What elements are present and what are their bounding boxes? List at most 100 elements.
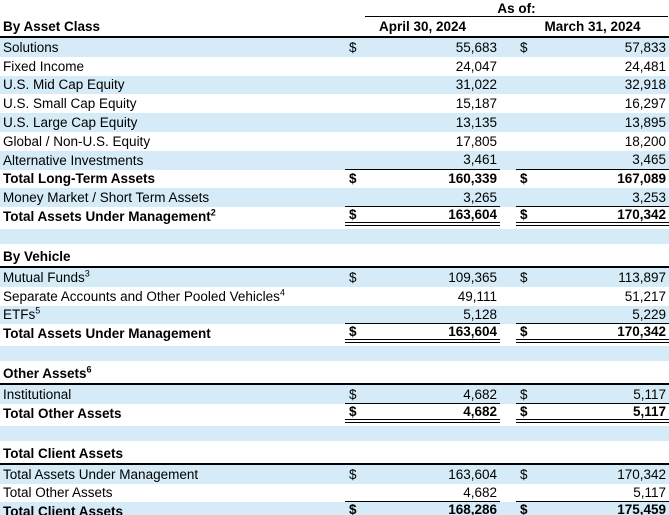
row-label-text: Fixed Income xyxy=(3,58,85,74)
value-amount: 15,187 xyxy=(455,96,497,112)
column-gap xyxy=(500,484,516,503)
currency-symbol: $ xyxy=(349,502,357,515)
section-title-by-asset-class: By Asset Class xyxy=(3,19,101,34)
currency-symbol: $ xyxy=(349,269,357,285)
table-row: Total Assets Under Management $163,604 $17… xyxy=(0,324,669,344)
value-amount: 4,682 xyxy=(463,403,497,419)
footnote-marker: 2 xyxy=(210,209,216,218)
value-cell: $168,286 xyxy=(345,502,500,515)
row-label: U.S. Mid Cap Equity xyxy=(0,77,345,92)
row-label-text: U.S. Mid Cap Equity xyxy=(3,77,125,93)
value-amount: 5,117 xyxy=(632,403,666,419)
value-cell: $4,682 xyxy=(345,385,500,404)
column-gap xyxy=(500,170,516,189)
value-amount: 167,089 xyxy=(617,171,666,187)
value-cell: $163,604 xyxy=(345,207,500,226)
row-label-text: U.S. Large Cap Equity xyxy=(3,115,138,131)
currency-symbol: $ xyxy=(520,39,528,55)
value-amount: 3,465 xyxy=(632,152,666,168)
value-amount: 168,286 xyxy=(448,502,497,515)
value-cell: $5,117 xyxy=(516,385,669,404)
value-cell: 32,918 xyxy=(516,76,669,95)
value-amount: 160,339 xyxy=(448,171,497,187)
row-label: Total Client Assets xyxy=(0,504,345,515)
table-row: Mutual Funds3 $109,365 $113,897 xyxy=(0,267,669,287)
column-gap xyxy=(500,502,516,515)
value-amount: 18,200 xyxy=(624,133,666,149)
table-row: Alternative Investments 3,461 3,465 xyxy=(0,150,669,170)
currency-symbol: $ xyxy=(520,466,528,482)
row-label-text: Total Client Assets xyxy=(3,504,124,515)
value-cell: 3,253 xyxy=(516,188,669,208)
currency-symbol: $ xyxy=(520,324,528,340)
value-amount: 109,365 xyxy=(448,269,497,285)
row-label: U.S. Large Cap Equity xyxy=(0,115,345,130)
currency-symbol: $ xyxy=(349,386,357,402)
row-label: Total Long-Term Assets xyxy=(0,171,345,186)
section-title-text: Total Client Assets xyxy=(3,445,124,461)
row-label-text: Money Market / Short Term Assets xyxy=(3,190,210,206)
row-label: Global / Non-U.S. Equity xyxy=(0,134,345,149)
value-cell: 13,135 xyxy=(345,113,500,132)
value-amount: 13,135 xyxy=(455,115,497,131)
table-row: Solutions $55,683 $57,833 xyxy=(0,38,669,57)
table-row: Separate Accounts and Other Pooled Vehic… xyxy=(0,287,669,306)
row-label: Institutional xyxy=(0,387,345,402)
row-label: Total Assets Under Management2 xyxy=(0,209,345,224)
value-cell: $163,604 xyxy=(345,324,500,344)
column-gap xyxy=(500,188,516,207)
value-cell: 13,895 xyxy=(516,113,669,132)
value-cell: 5,117 xyxy=(516,484,669,503)
value-cell: 51,217 xyxy=(516,287,669,306)
currency-symbol: $ xyxy=(520,403,528,419)
section-title: Other Assets6 xyxy=(0,366,345,382)
row-label-text: Alternative Investments xyxy=(3,152,144,168)
footnote-marker: 4 xyxy=(279,288,285,298)
section-title-text: By Vehicle xyxy=(3,248,71,264)
value-amount: 175,459 xyxy=(617,502,666,515)
column-gap xyxy=(500,132,516,151)
value-amount: 5,117 xyxy=(633,386,666,402)
value-amount: 4,682 xyxy=(463,386,497,402)
value-cell: $109,365 xyxy=(345,268,500,287)
section-title-text: Other Assets xyxy=(3,366,87,382)
value-cell: $163,604 xyxy=(345,465,500,484)
row-label-text: Mutual Funds xyxy=(3,269,85,285)
table-row: Total Client Assets $168,286 $175,459 xyxy=(0,502,669,515)
row-label: Money Market / Short Term Assets xyxy=(0,190,345,205)
value-amount: 3,265 xyxy=(463,189,497,205)
table-row: Total Other Assets $4,682 $5,117 xyxy=(0,404,669,423)
column-gap xyxy=(500,268,516,287)
value-cell: 4,682 xyxy=(345,484,500,503)
blank-shaded-row xyxy=(0,425,669,441)
value-cell: 3,461 xyxy=(345,151,500,170)
value-cell: $170,342 xyxy=(516,207,669,226)
table-row: U.S. Mid Cap Equity 31,022 32,918 xyxy=(0,75,669,95)
table-row: Institutional $4,682 $5,117 xyxy=(0,385,669,404)
column-gap xyxy=(500,57,516,76)
column-gap xyxy=(500,465,516,484)
value-amount: 5,229 xyxy=(632,306,666,322)
section-title: Total Client Assets xyxy=(0,446,345,462)
table-row: U.S. Large Cap Equity 13,135 13,895 xyxy=(0,113,669,132)
value-cell: $167,089 xyxy=(516,170,669,189)
table-row: Total Assets Under Management2 $163,604 $1… xyxy=(0,207,669,226)
value-cell: $55,683 xyxy=(345,38,500,57)
row-label-text: Global / Non-U.S. Equity xyxy=(3,133,151,149)
column-gap xyxy=(500,76,516,95)
value-amount: 24,047 xyxy=(455,58,497,74)
column-gap xyxy=(500,207,516,226)
value-cell: 17,805 xyxy=(345,132,500,151)
currency-symbol: $ xyxy=(349,324,357,340)
value-cell: 3,265 xyxy=(345,188,500,208)
column-header-april-30-2024: April 30, 2024 xyxy=(378,19,467,34)
value-cell: 49,111 xyxy=(345,287,500,306)
value-cell: 24,481 xyxy=(516,57,669,76)
row-label-text: Total Assets Under Management xyxy=(3,209,211,225)
row-label-text: Separate Accounts and Other Pooled Vehic… xyxy=(3,288,280,304)
value-amount: 163,604 xyxy=(448,207,497,223)
table-row: Fixed Income 24,047 24,481 xyxy=(0,57,669,76)
value-amount: 170,342 xyxy=(617,324,666,340)
row-label-text: ETFs xyxy=(3,307,36,323)
row-label-text: Total Assets Under Management xyxy=(3,466,199,482)
